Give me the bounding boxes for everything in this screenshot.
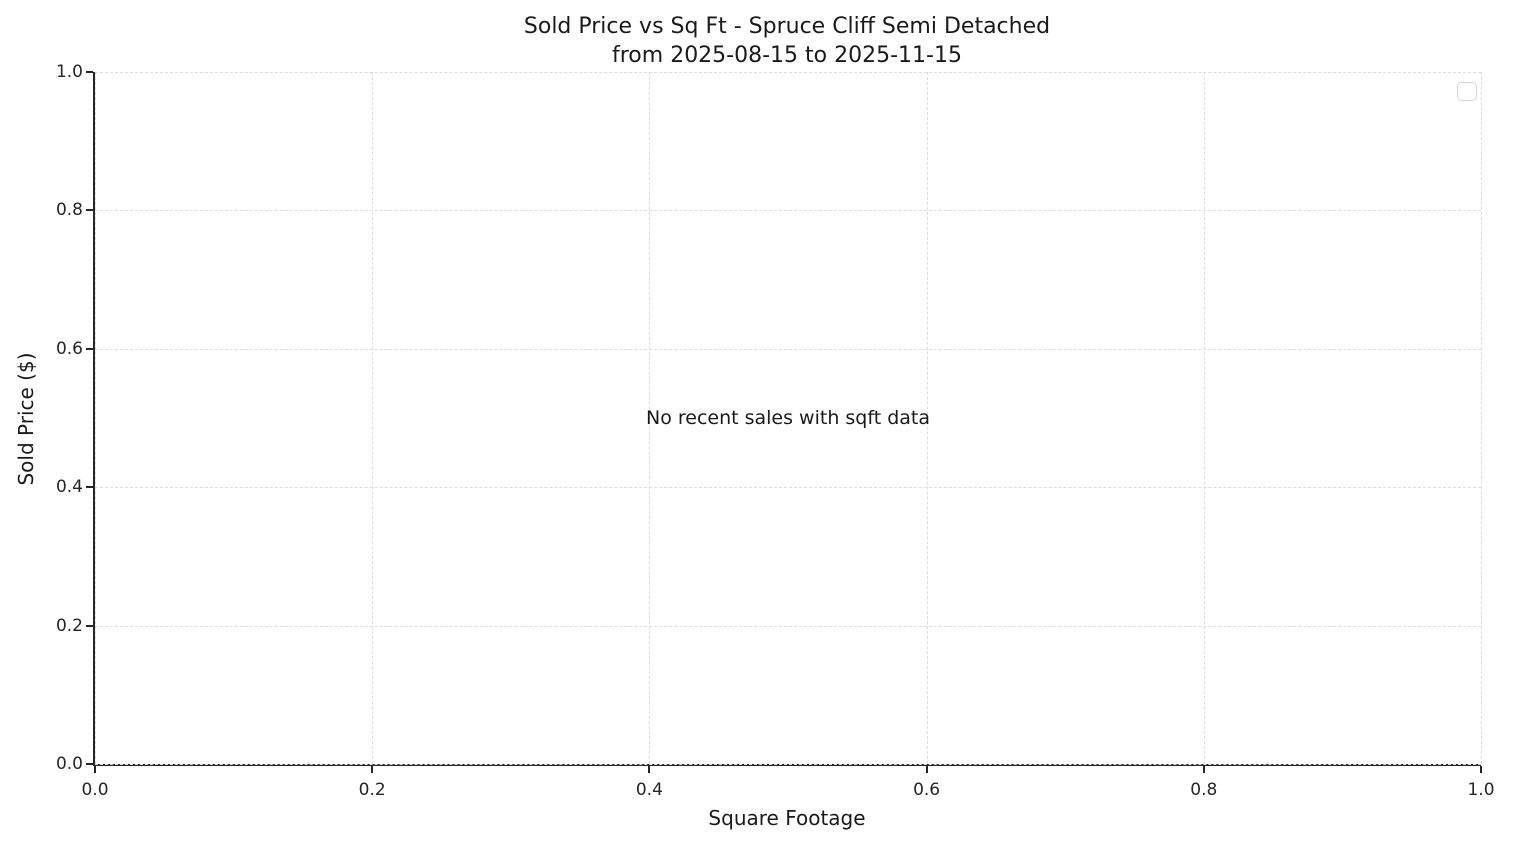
y-tick-label: 0.0 bbox=[55, 754, 83, 774]
x-grid-line bbox=[1481, 72, 1482, 764]
x-tick-label: 0.2 bbox=[358, 780, 386, 800]
y-tick-mark bbox=[86, 486, 93, 489]
x-tick-label: 0.6 bbox=[913, 780, 941, 800]
x-tick-mark bbox=[1480, 766, 1482, 773]
x-tick-mark bbox=[925, 766, 928, 773]
chart-title-block: Sold Price vs Sq Ft - Spruce Cliff Semi … bbox=[93, 12, 1481, 70]
y-tick-mark bbox=[86, 347, 93, 350]
x-grid-line bbox=[95, 72, 96, 764]
y-tick-mark bbox=[86, 71, 93, 73]
x-tick-mark bbox=[648, 766, 651, 773]
x-tick-label: 1.0 bbox=[1467, 780, 1495, 800]
x-grid-line bbox=[372, 72, 374, 764]
y-grid-line bbox=[95, 625, 1481, 627]
y-tick-label: 0.6 bbox=[55, 338, 83, 359]
chart-subtitle: from 2025-08-15 to 2025-11-15 bbox=[612, 43, 962, 69]
y-grid-line bbox=[95, 348, 1481, 350]
y-axis-label: Sold Price ($) bbox=[14, 352, 38, 486]
x-tick-label: 0.0 bbox=[81, 780, 109, 800]
legend-box bbox=[1457, 82, 1477, 101]
y-grid-line bbox=[95, 210, 1481, 212]
x-tick-mark bbox=[1202, 766, 1205, 773]
x-axis-label: Square Footage bbox=[708, 806, 866, 830]
plot-area: No recent sales with sqft data 0.0 0.2 0.4… bbox=[56, 62, 1495, 800]
y-grid-line bbox=[95, 764, 1481, 765]
x-grid-line bbox=[926, 72, 928, 764]
y-tick-label: 0.2 bbox=[55, 615, 83, 636]
chart-title: Sold Price vs Sq Ft - Spruce Cliff Semi … bbox=[523, 14, 1051, 39]
x-tick-label: 0.4 bbox=[635, 780, 663, 800]
y-tick-label: 0.4 bbox=[55, 477, 83, 498]
y-tick-label: 0.8 bbox=[55, 200, 83, 221]
y-tick-label: 1.0 bbox=[55, 62, 83, 82]
x-tick-mark bbox=[371, 766, 374, 773]
y-tick-mark bbox=[86, 624, 93, 627]
no-data-annotation: No recent sales with sqft data bbox=[645, 407, 931, 429]
y-tick-mark bbox=[86, 763, 93, 765]
y-grid-line bbox=[95, 487, 1481, 489]
y-tick-mark bbox=[86, 209, 93, 212]
x-grid-line bbox=[649, 72, 651, 764]
y-grid-line bbox=[95, 72, 1481, 73]
x-grid-line bbox=[1203, 72, 1205, 764]
x-tick-mark bbox=[94, 766, 96, 773]
x-tick-label: 0.8 bbox=[1190, 780, 1218, 800]
